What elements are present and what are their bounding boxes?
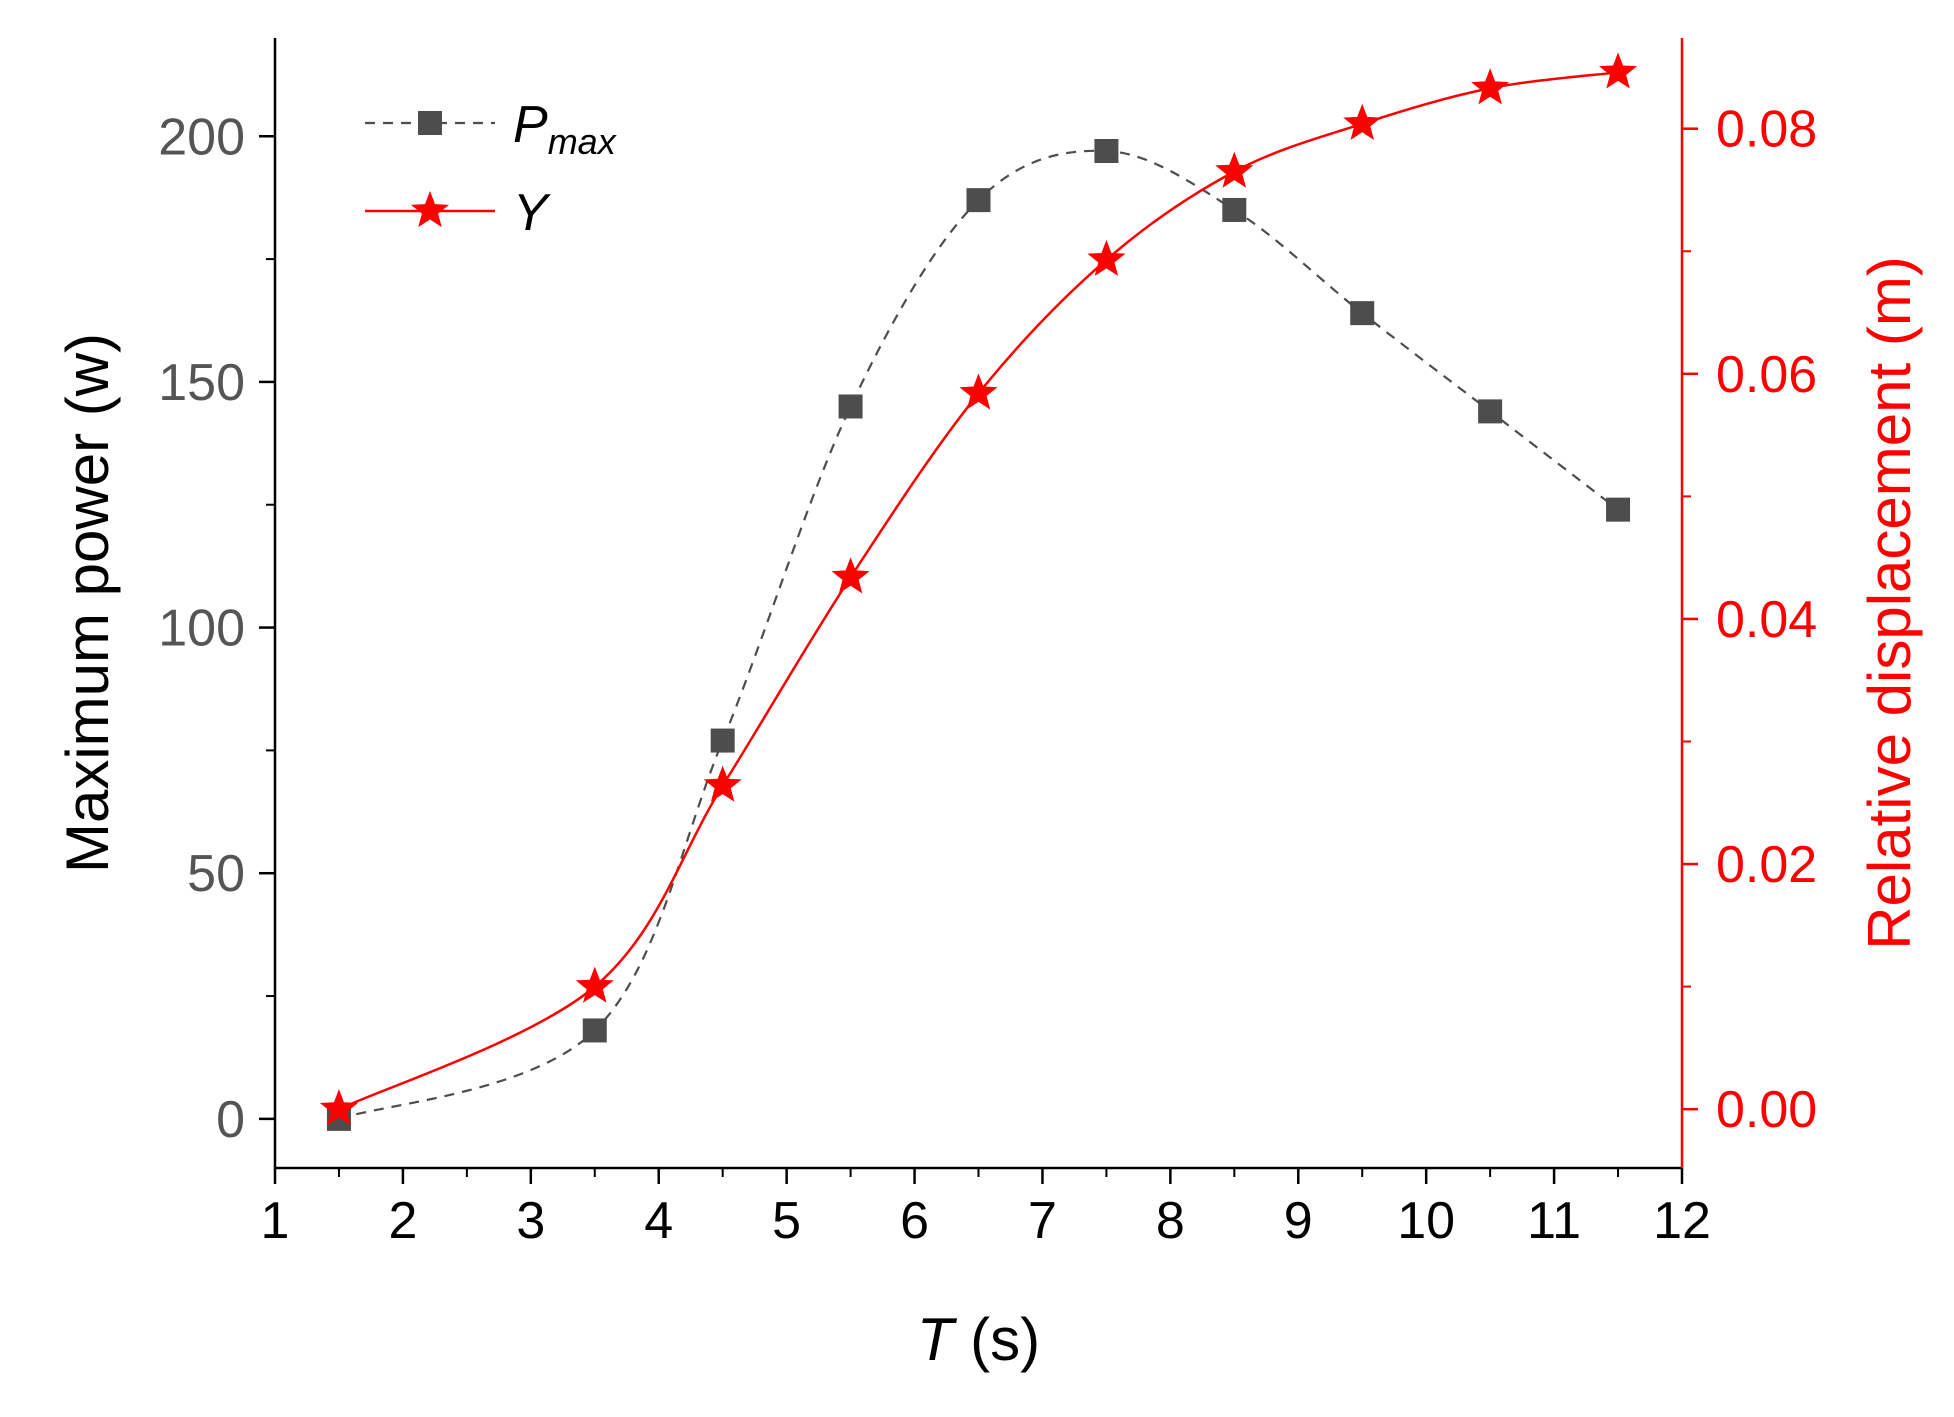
- legend-label-main: Y: [513, 184, 551, 242]
- y-right-tick-label: 0.02: [1716, 836, 1817, 894]
- legend-label-main: P: [513, 96, 548, 154]
- data-point: [959, 373, 998, 410]
- data-point: [575, 966, 614, 1003]
- data-point: [1478, 399, 1503, 424]
- legend-label-subscript: max: [548, 121, 618, 162]
- x-tick-label: 1: [261, 1192, 290, 1250]
- y-right-tick-label: 0.08: [1716, 101, 1817, 159]
- data-point: [1087, 239, 1126, 277]
- data-point: [831, 557, 870, 594]
- x-axis-title: T (s): [917, 1306, 1040, 1373]
- x-tick-label: 8: [1156, 1192, 1185, 1250]
- y-left-tick-label: 0: [216, 1091, 245, 1149]
- legend-label: Y: [513, 184, 551, 242]
- data-point: [710, 728, 735, 753]
- x-tick-label: 7: [1028, 1192, 1057, 1250]
- legend-marker: [418, 111, 442, 135]
- legend-marker: [410, 191, 450, 228]
- data-point: [1343, 103, 1382, 140]
- y-right-tick-label: 0.04: [1716, 591, 1817, 649]
- x-tick-label: 4: [644, 1192, 673, 1250]
- ticks: 1 2 3 4 5 6 7 8 9 10 11 120501001502000.000.020.040…: [158, 101, 1817, 1250]
- x-tick-label: 12: [1653, 1192, 1711, 1250]
- data-point: [582, 1018, 607, 1043]
- legend-label: Pmax: [513, 96, 618, 162]
- data-point: [1222, 197, 1247, 222]
- x-axis-title-unit: (s): [954, 1306, 1041, 1373]
- x-tick-label: 6: [900, 1192, 929, 1250]
- series-layer: [319, 52, 1638, 1131]
- x-tick-label: 9: [1284, 1192, 1313, 1250]
- data-point: [1350, 301, 1375, 326]
- x-tick-label: 11: [1527, 1192, 1581, 1250]
- y-axis-left-title: Maximum power (w): [54, 333, 121, 873]
- y-right-tick-label: 0.06: [1716, 346, 1817, 404]
- data-point: [966, 188, 991, 213]
- data-point: [703, 765, 742, 802]
- y-left-tick-label: 50: [187, 845, 245, 903]
- series-y: [319, 52, 1638, 1126]
- x-axis-title-var: T: [917, 1306, 958, 1373]
- x-tick-label: 10: [1397, 1192, 1455, 1250]
- y-axis-right-title: Relative displacement (m): [1856, 256, 1923, 950]
- series-pmax: [326, 139, 1631, 1131]
- x-tick-label: 5: [772, 1192, 801, 1250]
- data-point: [319, 1089, 358, 1126]
- data-point: [1215, 151, 1254, 188]
- x-tick-label: 2: [388, 1192, 417, 1250]
- data-point: [1606, 497, 1631, 522]
- y-left-tick-label: 200: [158, 108, 245, 166]
- legend: Pmax Y: [365, 96, 618, 242]
- x-tick-label: 3: [516, 1192, 545, 1250]
- y-left-tick-label: 150: [158, 354, 245, 412]
- data-point: [838, 394, 863, 419]
- data-point: [1471, 68, 1510, 105]
- series-line: [338, 149, 1619, 1120]
- y-right-tick-label: 0.00: [1716, 1081, 1817, 1139]
- data-point: [1599, 52, 1638, 89]
- data-point: [1094, 139, 1119, 163]
- y-left-tick-label: 100: [158, 600, 245, 658]
